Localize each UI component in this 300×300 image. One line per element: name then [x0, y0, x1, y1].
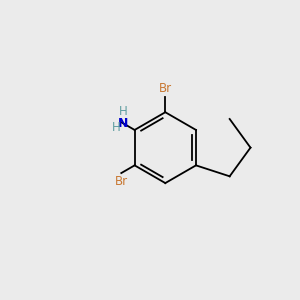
- Text: Br: Br: [159, 82, 172, 95]
- Text: H: H: [118, 105, 127, 118]
- Text: Br: Br: [115, 175, 128, 188]
- Text: H: H: [112, 121, 120, 134]
- Text: N: N: [118, 116, 128, 130]
